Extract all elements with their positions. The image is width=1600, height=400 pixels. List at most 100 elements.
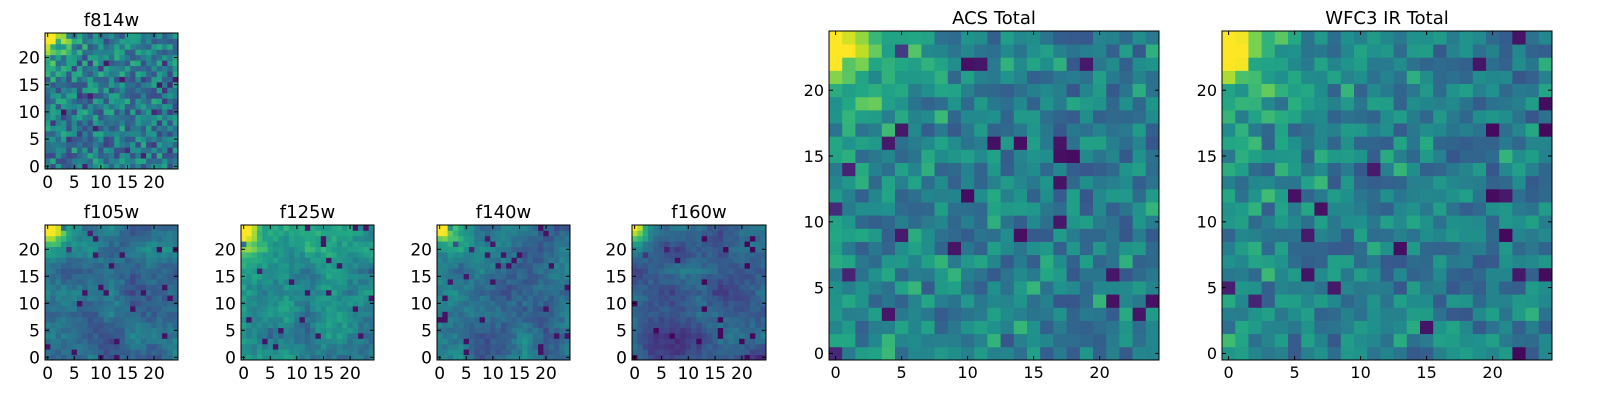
- heatmap-cell: [87, 333, 94, 339]
- heatmap-cell: [55, 230, 62, 237]
- heatmap-cell: [76, 158, 83, 164]
- heatmap-cell: [554, 262, 560, 269]
- heatmap-cell: [733, 354, 740, 361]
- heatmap-cell: [130, 311, 136, 318]
- heatmap-cell: [55, 343, 62, 350]
- heatmap-cell: [739, 311, 745, 318]
- heatmap-cell: [532, 338, 539, 345]
- heatmap-cell: [447, 316, 454, 323]
- heatmap-cell: [947, 333, 962, 348]
- heatmap-cell: [1222, 44, 1236, 58]
- heatmap-cell: [744, 306, 751, 312]
- heatmap-cell: [326, 300, 332, 307]
- heatmap-cell: [278, 306, 284, 312]
- heatmap-cell: [114, 225, 120, 231]
- heatmap-cell: [315, 316, 322, 323]
- heatmap-cell: [500, 354, 507, 361]
- heatmap-cell: [241, 322, 247, 328]
- heatmap-cell: [140, 349, 147, 355]
- heatmap-cell: [299, 289, 306, 296]
- heatmap-cell: [140, 295, 147, 301]
- heatmap-cell: [50, 141, 57, 148]
- heatmap-cell: [66, 163, 72, 170]
- heatmap-cell: [842, 267, 856, 282]
- heatmap-cell: [167, 354, 174, 361]
- heatmap-cell: [881, 281, 896, 295]
- heatmap-cell: [1066, 333, 1081, 348]
- heatmap-cell: [658, 306, 665, 312]
- heatmap-cell: [1446, 31, 1460, 45]
- heatmap-cell: [60, 241, 67, 247]
- heatmap-cell: [680, 279, 686, 285]
- heatmap-cell: [648, 349, 654, 355]
- heatmap-cell: [554, 338, 560, 345]
- heatmap-cell: [119, 125, 126, 132]
- heatmap-cell: [55, 33, 62, 39]
- heatmap-cell: [648, 235, 654, 242]
- heatmap-cell: [331, 316, 338, 323]
- heatmap-cell: [310, 279, 316, 285]
- heatmap-cell: [130, 300, 136, 307]
- heatmap-cell: [304, 295, 311, 301]
- heatmap-cell: [1119, 294, 1133, 308]
- heatmap-cell: [146, 225, 152, 231]
- heatmap-cell: [653, 246, 660, 253]
- heatmap-cell: [352, 327, 359, 334]
- heatmap-cell: [358, 316, 364, 323]
- heatmap-cell: [723, 284, 729, 291]
- heatmap-cell: [103, 81, 110, 88]
- heatmap-cell: [717, 343, 724, 350]
- heatmap-cell: [701, 306, 708, 312]
- heatmap-cell: [1274, 31, 1289, 45]
- heatmap-cell: [658, 338, 665, 345]
- heatmap-cell: [733, 338, 740, 345]
- heatmap-cell: [1393, 294, 1408, 308]
- heatmap-cell: [490, 338, 496, 345]
- heatmap-cell: [1145, 31, 1160, 45]
- heatmap-cell: [92, 338, 99, 345]
- heatmap-cell: [60, 33, 67, 39]
- heatmap-cell: [506, 257, 512, 264]
- heatmap-cell: [124, 279, 131, 285]
- heatmap-cell: [442, 273, 449, 280]
- heatmap-cell: [278, 295, 284, 301]
- heatmap-cell: [60, 262, 67, 269]
- heatmap-cell: [140, 87, 147, 94]
- heatmap-cell: [50, 49, 57, 56]
- heatmap-cell: [755, 284, 762, 291]
- heatmap-cell: [1000, 44, 1015, 58]
- heatmap-cell: [543, 327, 550, 334]
- heatmap-cell: [103, 349, 110, 355]
- heatmap-cell: [1538, 136, 1553, 150]
- heatmap-cell: [130, 354, 136, 361]
- heatmap-cell: [642, 349, 649, 355]
- heatmap-cell: [50, 252, 57, 258]
- heatmap-cell: [45, 158, 51, 164]
- heatmap-cell: [241, 295, 247, 301]
- heatmap-cell: [669, 322, 676, 328]
- heatmap-cell: [690, 284, 697, 291]
- heatmap-cell: [50, 120, 57, 126]
- heatmap-cell: [463, 333, 470, 339]
- heatmap-cell: [468, 333, 475, 339]
- heatmap-cell: [108, 54, 115, 61]
- heatmap-cell: [1393, 188, 1408, 203]
- heatmap-cell: [1499, 109, 1513, 124]
- heatmap-cell: [723, 338, 729, 345]
- heatmap-cell: [172, 295, 179, 301]
- heatmap-cell: [283, 316, 290, 323]
- heatmap-cell: [1486, 83, 1500, 98]
- heatmap-cell: [707, 306, 713, 312]
- heatmap-cell: [548, 311, 555, 318]
- heatmap-cell: [151, 289, 158, 296]
- heatmap-cell: [76, 316, 83, 323]
- heatmap-cell: [669, 273, 676, 280]
- y-tick-label: 0: [225, 348, 236, 368]
- heatmap-cell: [172, 257, 179, 264]
- heatmap-cell: [299, 268, 306, 274]
- heatmap-cell: [506, 300, 512, 307]
- heatmap-cell: [696, 246, 703, 253]
- heatmap-cell: [320, 343, 327, 350]
- x-tick-label: 15: [509, 364, 531, 384]
- heatmap-cell: [262, 295, 268, 301]
